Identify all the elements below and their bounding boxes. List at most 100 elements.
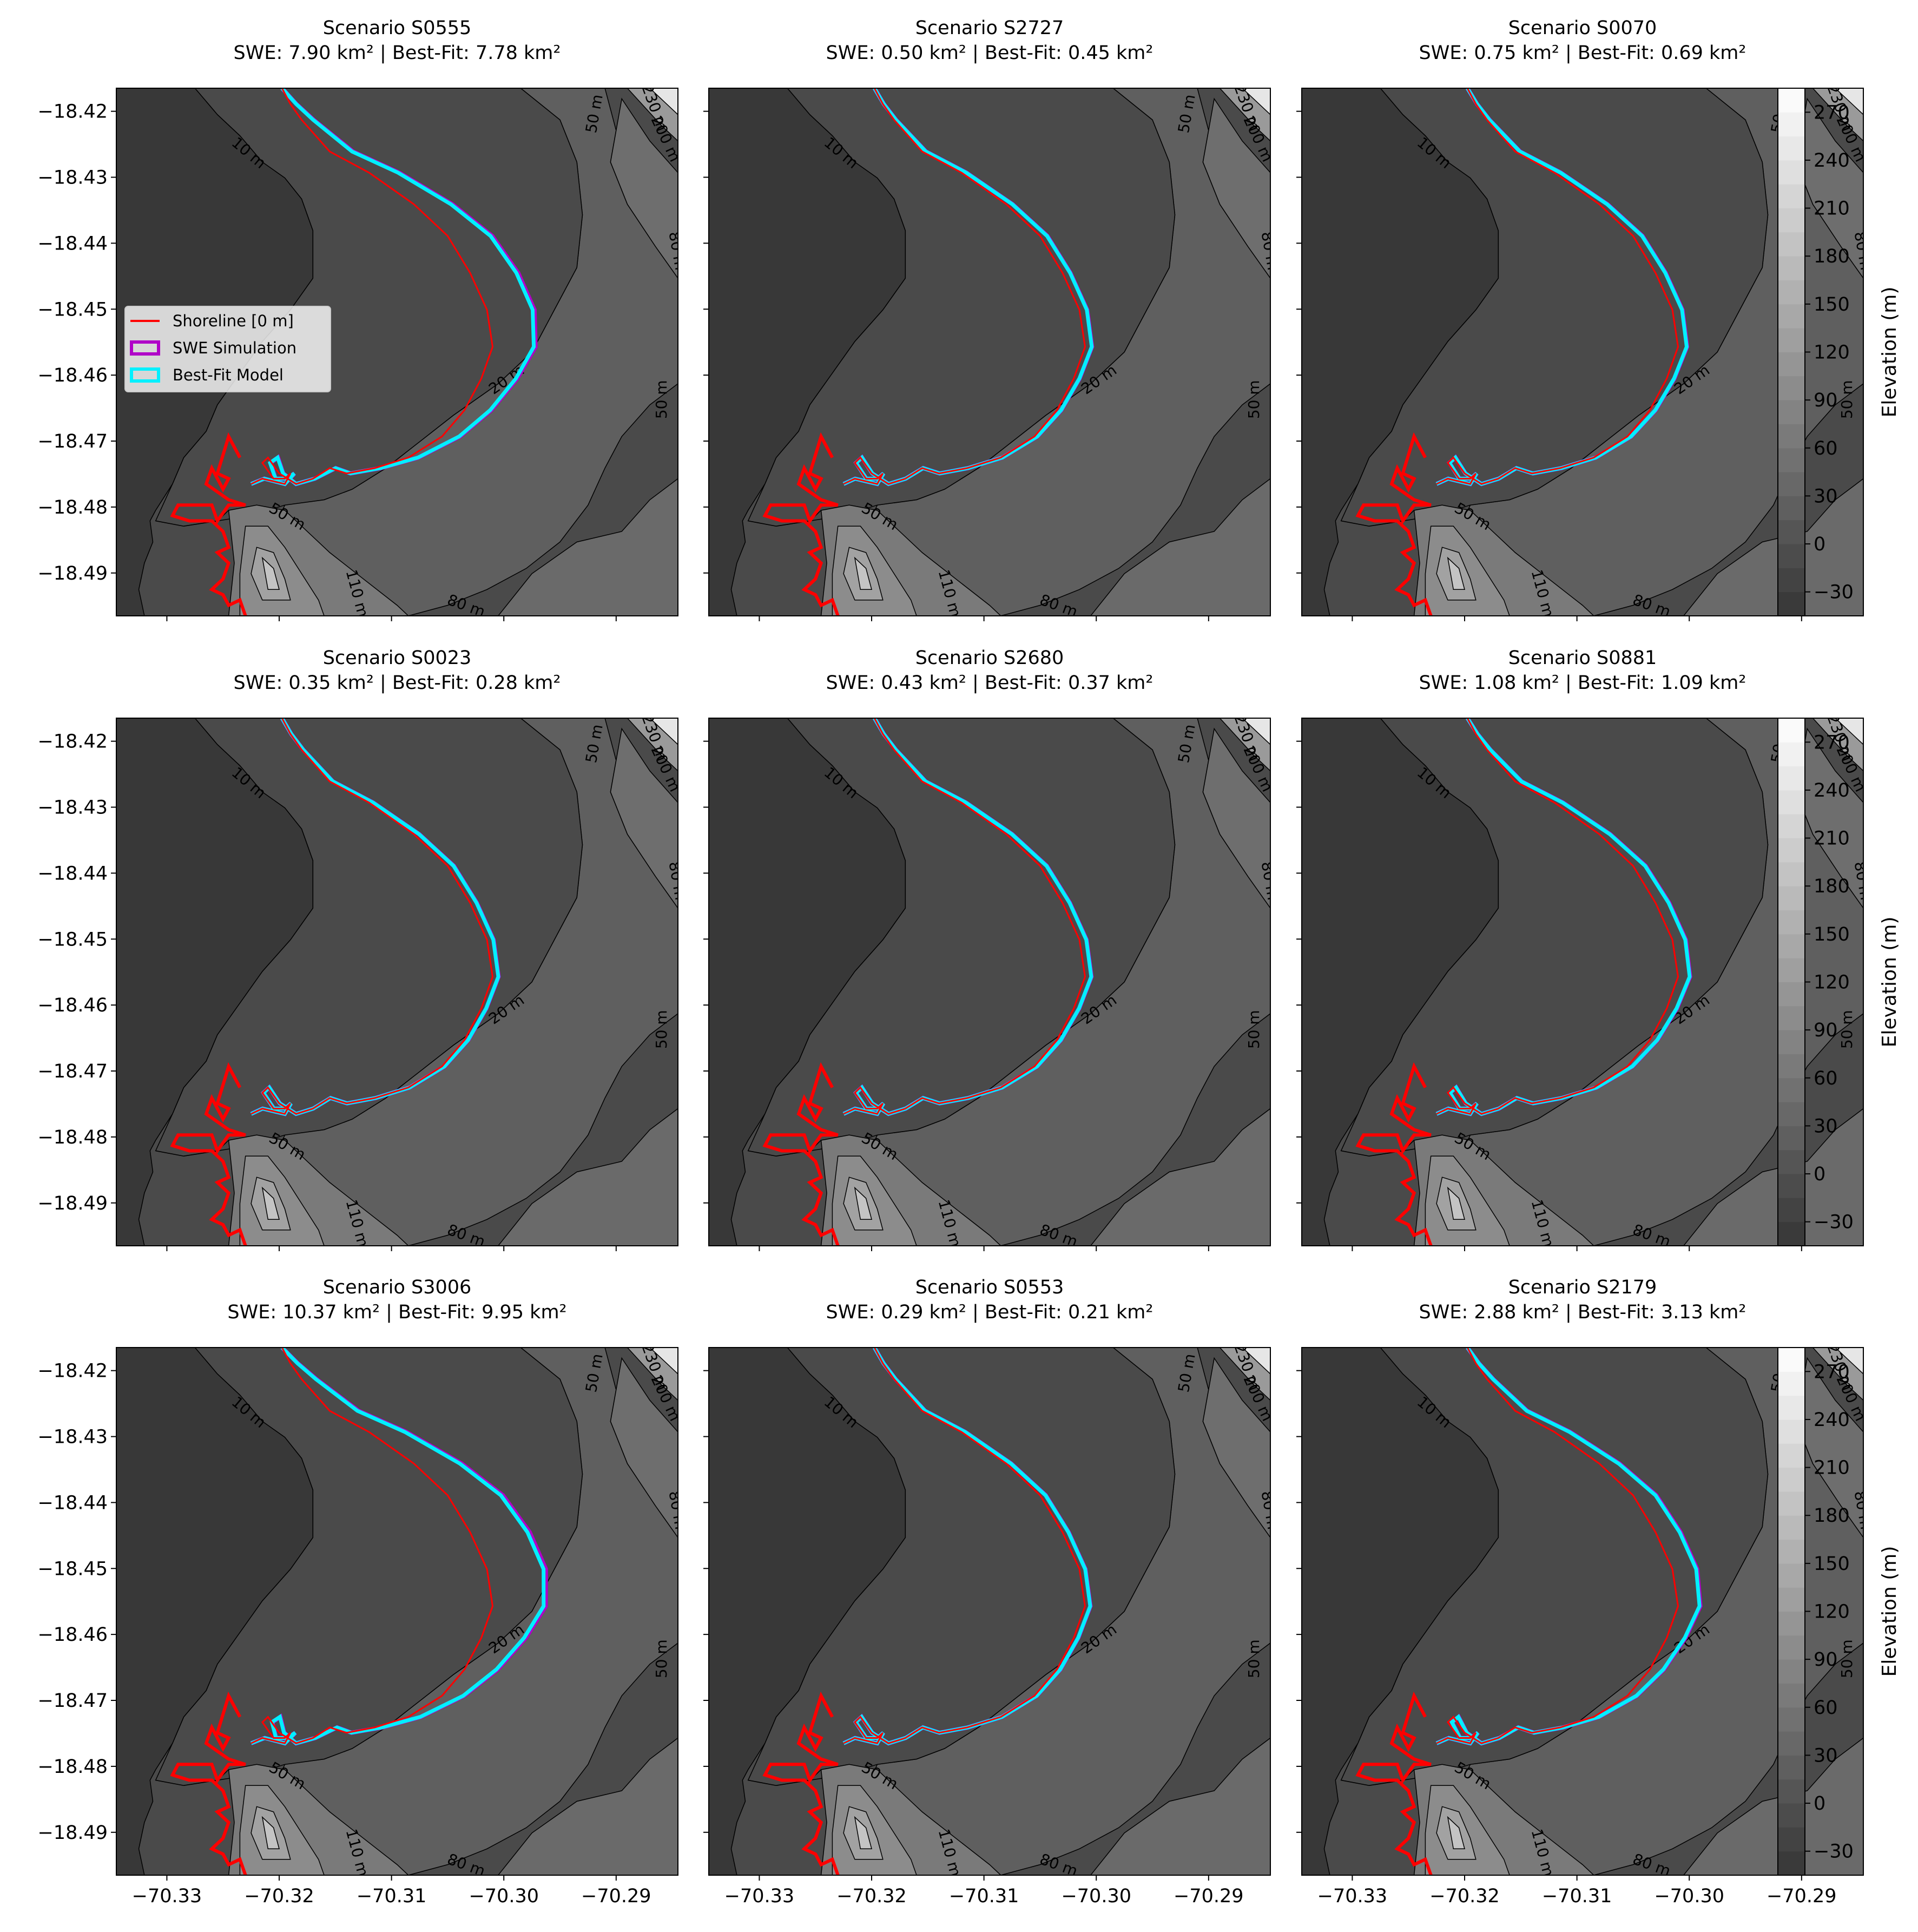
x-tick-label: −70.29 — [581, 1885, 651, 1907]
map-panel-S0553: Scenario S0553 SWE: 0.29 km² | Best-Fit: … — [703, 1277, 1271, 1907]
y-tick-label: −18.45 — [37, 929, 108, 950]
colorbar-level — [1778, 1851, 1805, 1876]
panel-subtitle: SWE: 2.88 km² | Best-Fit: 3.13 km² — [1419, 1302, 1746, 1323]
colorbar-level — [1778, 472, 1805, 496]
colorbar-tick-label: 210 — [1814, 1457, 1850, 1479]
colorbar-tick-label: 270 — [1814, 1361, 1850, 1383]
panel-title: Scenario S2179 — [1508, 1277, 1657, 1298]
hill-contour-4 — [1447, 1186, 1465, 1220]
y-tick-label: −18.46 — [37, 365, 108, 386]
contour-label: 50 m — [652, 1639, 670, 1678]
shoreline-line — [843, 1348, 1086, 1745]
hill-contour-4 — [1447, 1816, 1465, 1850]
contour-label: 50 m — [1245, 1639, 1263, 1678]
colorbar-tick-label: 90 — [1814, 390, 1838, 411]
colorbar-tick-label: 60 — [1814, 438, 1838, 459]
y-tick-label: −18.48 — [37, 1127, 108, 1148]
x-tick-label: −70.29 — [1767, 1885, 1837, 1907]
hill-contour-4 — [854, 1816, 872, 1850]
y-tick-label: −18.46 — [37, 1624, 108, 1646]
colorbar-label: Elevation (m) — [1879, 917, 1901, 1048]
colorbar-tick-label: 120 — [1814, 342, 1850, 364]
x-tick-label: −70.30 — [1654, 1885, 1724, 1907]
colorbar-level — [1778, 982, 1805, 1007]
colorbar-level — [1778, 232, 1805, 257]
contour-band-50m — [610, 1357, 678, 1539]
colorbar-level — [1778, 958, 1805, 982]
ridge-contour-2 — [1242, 88, 1270, 115]
contour-band-80m — [1090, 478, 1270, 616]
y-tick-label: −18.49 — [37, 563, 108, 584]
x-tick-label: −70.32 — [836, 1885, 907, 1907]
panel-subtitle: SWE: 1.08 km² | Best-Fit: 1.09 km² — [1419, 672, 1746, 694]
colorbar-level — [1778, 592, 1805, 616]
colorbar-tick-label: −30 — [1814, 1841, 1854, 1863]
sea-area — [709, 1348, 906, 1875]
colorbar-level — [1778, 886, 1805, 911]
colorbar-tick-label: 30 — [1814, 1115, 1838, 1137]
x-tick-label: −70.30 — [1061, 1885, 1131, 1907]
ridge-contour-2 — [1835, 1348, 1863, 1375]
colorbar-level — [1778, 1419, 1805, 1444]
colorbar-level — [1778, 184, 1805, 209]
colorbar-level — [1778, 1054, 1805, 1079]
colorbar-tick-label: 90 — [1814, 1020, 1838, 1041]
colorbar-level — [1778, 1348, 1805, 1372]
map-panel-S2179: Scenario S2179 SWE: 2.88 km² | Best-Fit: … — [1296, 1277, 1864, 1907]
ridge-contour-2 — [649, 718, 678, 745]
colorbar-level — [1778, 1030, 1805, 1054]
panel-subtitle: SWE: 0.50 km² | Best-Fit: 0.45 km² — [826, 42, 1154, 64]
harbor-shoreline — [762, 1691, 840, 1875]
harbor-shoreline — [1355, 432, 1433, 616]
sea-area — [1302, 88, 1499, 616]
colorbar-tick-label: 270 — [1814, 102, 1850, 123]
contour-label: 50 m — [652, 380, 670, 419]
colorbar-level — [1778, 1221, 1805, 1246]
y-tick-label: −18.47 — [37, 431, 108, 452]
shoreline-line — [1436, 88, 1679, 485]
hill-contour-4 — [261, 1186, 280, 1220]
contour-band-50m — [610, 97, 678, 279]
colorbar-level — [1778, 1611, 1805, 1636]
colorbar-level — [1778, 910, 1805, 935]
panel-title: Scenario S2680 — [915, 647, 1064, 669]
axes-frame — [708, 1347, 1271, 1876]
colorbar-level — [1778, 160, 1805, 185]
colorbar-tick-label: 180 — [1814, 246, 1850, 267]
x-tick-label: −70.33 — [1317, 1885, 1388, 1907]
contour-label: 50 m — [1245, 380, 1263, 419]
panel-subtitle: SWE: 0.29 km² | Best-Fit: 0.21 km² — [826, 1302, 1154, 1323]
colorbar-level — [1778, 742, 1805, 767]
hill-contour-4 — [854, 1186, 872, 1220]
colorbar-level — [1778, 1077, 1805, 1102]
ridge-contour-2 — [1242, 1348, 1270, 1375]
shoreline-line — [843, 88, 1086, 485]
colorbar-level — [1778, 862, 1805, 886]
colorbar-level — [1778, 1563, 1805, 1588]
colorbar-level — [1778, 112, 1805, 137]
y-tick-label: −18.47 — [37, 1690, 108, 1712]
colorbar-level — [1778, 1539, 1805, 1564]
colorbar-level — [1778, 400, 1805, 424]
shoreline-line — [1436, 718, 1679, 1115]
shoreline-line — [1436, 1348, 1679, 1745]
colorbar-level — [1778, 88, 1805, 113]
panel-title: Scenario S0881 — [1508, 647, 1657, 669]
colorbar-level — [1778, 496, 1805, 521]
y-tick-label: −18.46 — [37, 995, 108, 1016]
colorbar-level — [1778, 1683, 1805, 1708]
colorbar-level — [1778, 934, 1805, 958]
colorbar-tick-label: 210 — [1814, 828, 1850, 850]
colorbar-tick-label: 240 — [1814, 150, 1850, 172]
axes-frame — [116, 1347, 678, 1876]
colorbar-tick-label: 30 — [1814, 485, 1838, 507]
colorbar-level — [1778, 1174, 1805, 1198]
panel-subtitle: SWE: 0.43 km² | Best-Fit: 0.37 km² — [826, 672, 1154, 694]
colorbar-level — [1778, 718, 1805, 742]
hill-contour-4 — [261, 1816, 280, 1850]
panel-title: Scenario S0553 — [915, 1277, 1064, 1298]
